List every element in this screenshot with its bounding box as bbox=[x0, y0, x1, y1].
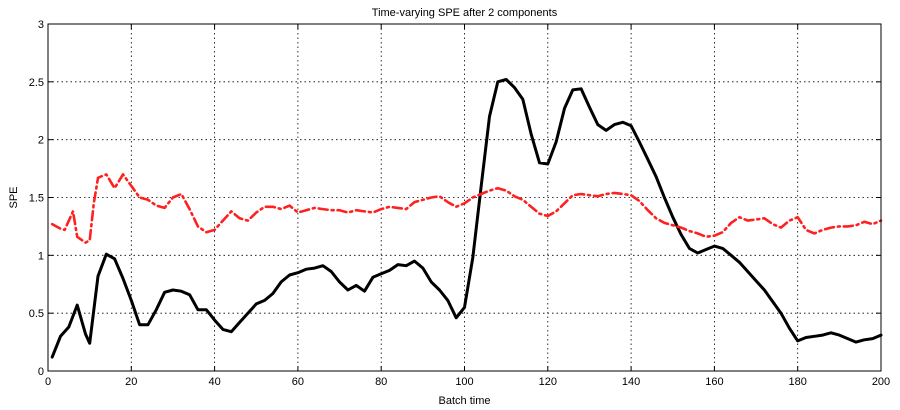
x-tick-label: 0 bbox=[45, 376, 51, 388]
plot-frame bbox=[47, 23, 882, 372]
x-tick-label: 160 bbox=[705, 376, 723, 388]
y-axis-title: SPE bbox=[8, 186, 20, 208]
series-line-red-dashdot bbox=[50, 173, 883, 244]
y-tick-label: 0 bbox=[38, 366, 44, 378]
x-tick-label: 80 bbox=[375, 376, 387, 388]
grid bbox=[48, 24, 881, 371]
x-tick-label: 60 bbox=[292, 376, 304, 388]
x-axis-title: Batch time bbox=[439, 395, 491, 407]
chart-title: Time-varying SPE after 2 components bbox=[372, 7, 558, 19]
x-tick-label: 100 bbox=[455, 376, 473, 388]
x-tick-label: 120 bbox=[539, 376, 557, 388]
x-tick-label: 200 bbox=[872, 376, 890, 388]
x-tick-label: 140 bbox=[622, 376, 640, 388]
y-tick-label: 1 bbox=[38, 250, 44, 262]
series-line-black-solid bbox=[50, 78, 883, 359]
series-lines bbox=[50, 78, 883, 359]
y-tick-label: 2 bbox=[38, 135, 44, 147]
x-tick-label: 180 bbox=[789, 376, 807, 388]
x-tick-label: 40 bbox=[208, 376, 220, 388]
x-tick-labels: 0 20 40 60 80 100 120 140 160 180 200 bbox=[45, 376, 890, 388]
y-tick-labels: 0 0.5 1 1.5 2 2.5 3 bbox=[29, 19, 44, 378]
x-tick-label: 20 bbox=[125, 376, 137, 388]
y-tick-label: 3 bbox=[38, 19, 44, 31]
y-tick-label: 1.5 bbox=[29, 193, 44, 205]
y-tick-label: 2.5 bbox=[29, 77, 44, 89]
y-tick-label: 0.5 bbox=[29, 308, 44, 320]
